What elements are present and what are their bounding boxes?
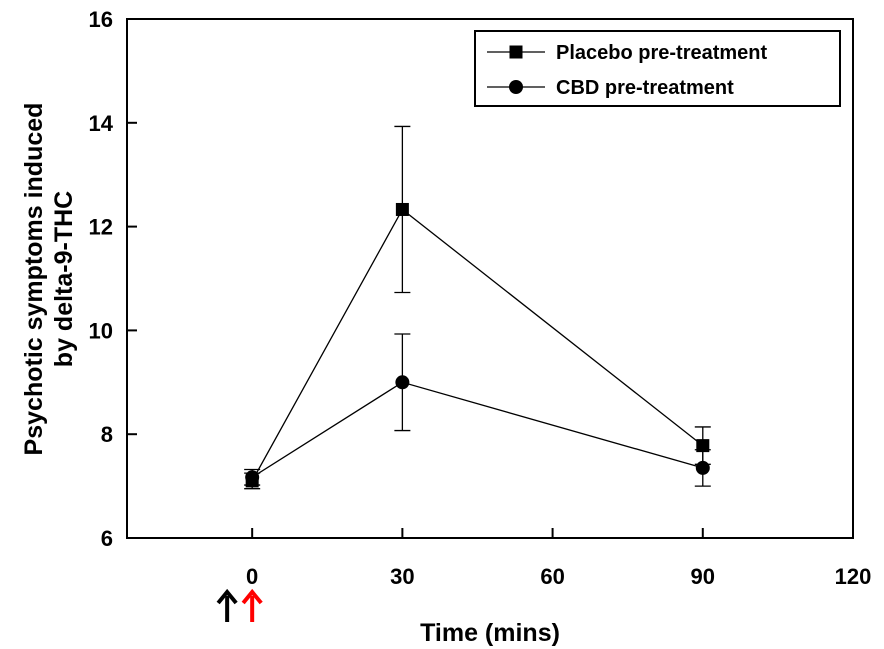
x-tick-label: 30 — [390, 564, 414, 589]
y-tick-label: 12 — [89, 215, 113, 240]
plot-frame — [126, 18, 854, 539]
series-0 — [244, 125, 711, 490]
arrow-head — [241, 588, 263, 605]
y-tick-label: 16 — [89, 7, 113, 32]
series-layer — [244, 125, 711, 490]
legend-marker — [509, 80, 523, 94]
time-arrows — [216, 588, 263, 622]
series-1 — [244, 333, 711, 487]
data-point — [395, 202, 409, 216]
data-point — [695, 460, 710, 475]
legend-box — [474, 30, 841, 107]
x-axis-title: Time (mins) — [420, 619, 560, 647]
series-line — [251, 208, 704, 482]
y-tick-label: 6 — [101, 526, 113, 551]
arrow-icon-0 — [216, 588, 238, 622]
y-tick-label: 8 — [101, 422, 113, 447]
y-axis-title-line-2: by delta-9-THC — [50, 191, 78, 367]
legend: Placebo pre-treatment CBD pre-treatment — [474, 30, 841, 107]
arrow-icon-1 — [241, 588, 263, 622]
arrow-head — [216, 588, 238, 605]
data-point — [245, 470, 260, 485]
x-axis: 0 30 60 90 120 — [246, 528, 871, 589]
y-axis: 6 8 10 12 14 16 — [89, 7, 137, 551]
y-tick-label: 10 — [89, 318, 113, 343]
series-line — [251, 381, 703, 478]
legend-label: CBD pre-treatment — [556, 77, 734, 99]
y-axis-title-line-1: Psychotic symptoms induced — [20, 103, 48, 456]
x-tick-label: 120 — [835, 564, 872, 589]
x-tick-label: 90 — [691, 564, 715, 589]
data-point — [395, 375, 410, 390]
y-tick-label: 14 — [89, 111, 114, 136]
legend-marker — [509, 45, 523, 59]
x-tick-label: 0 — [246, 564, 258, 589]
legend-label: Placebo pre-treatment — [556, 42, 768, 64]
x-tick-label: 60 — [540, 564, 564, 589]
data-point — [696, 439, 710, 453]
